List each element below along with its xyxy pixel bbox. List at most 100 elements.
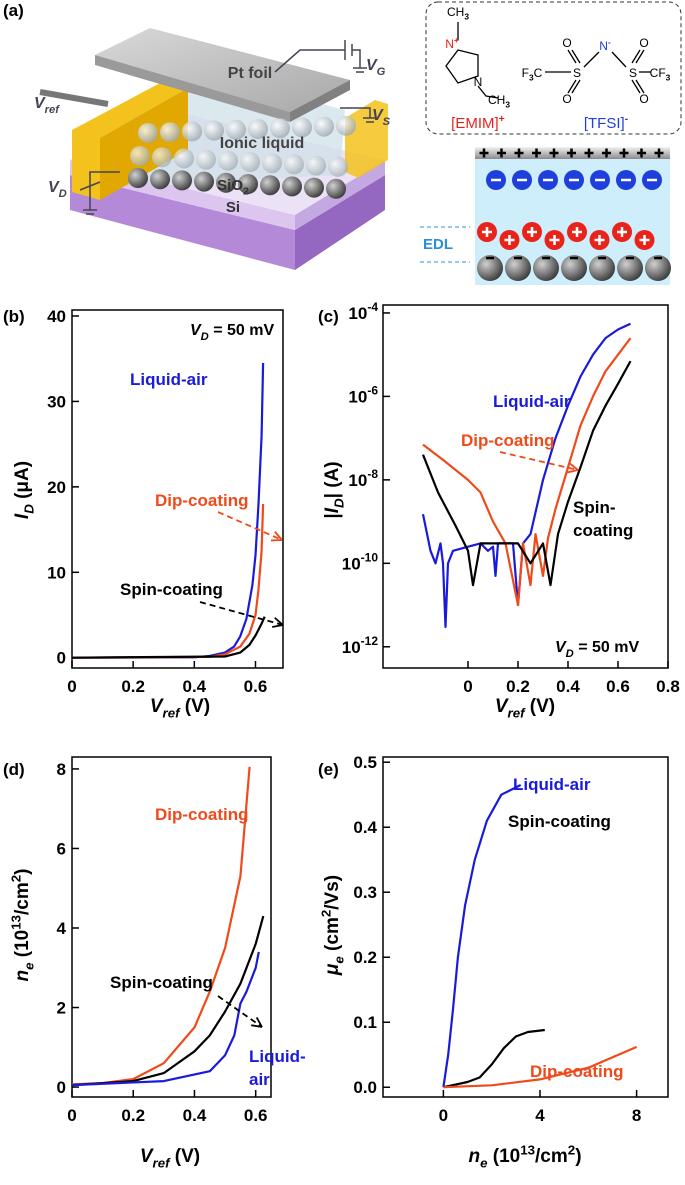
arrow <box>217 995 263 1028</box>
x-tick-label: 0.2 <box>121 1106 145 1125</box>
liquid-sphere <box>292 117 312 138</box>
series-line <box>71 951 260 1087</box>
atom-label-part: N <box>445 37 454 51</box>
y-axis-label-part: | (A) <box>322 461 343 498</box>
atom-label: N <box>474 75 483 89</box>
annotation-part: V <box>555 639 567 656</box>
series-line <box>421 360 632 587</box>
series-line <box>443 1045 638 1089</box>
y-tick-label: 0.5 <box>353 753 377 772</box>
x-tick-label: 0.6 <box>606 677 630 696</box>
y-tick-exp: -12 <box>361 634 379 648</box>
atom-label-part: O <box>639 92 648 106</box>
liquid-sphere <box>284 154 304 175</box>
x-tick-label: 0 <box>67 1106 76 1125</box>
plot-frame <box>71 309 284 669</box>
y-axis-label: ID (μA) <box>12 461 37 519</box>
x-axis-label-part: 13 <box>520 1142 535 1157</box>
y-tick-label: 10-10 <box>342 550 379 573</box>
sphere <box>326 178 346 199</box>
y-axis-label-part: e <box>332 956 347 964</box>
vs-label: VS <box>372 107 391 128</box>
sphere <box>172 170 192 191</box>
x-axis-label-part: V <box>140 1146 154 1167</box>
atom-label: O <box>562 92 571 106</box>
panel-label: (b) <box>3 307 25 326</box>
x-axis-label: Vref (V) <box>140 1146 200 1171</box>
cation-label-part: [EMIM] <box>451 115 499 132</box>
annotation-part: D <box>566 648 574 660</box>
series-line <box>443 1028 545 1089</box>
atom-label: S <box>573 66 581 80</box>
atom-label: F3C <box>522 66 543 83</box>
series-line <box>422 337 632 607</box>
y-axis-label-part: (10 <box>12 930 33 963</box>
atom-label-part: S <box>573 66 581 80</box>
panel-label: (d) <box>3 760 25 779</box>
atom-label-part: C <box>534 66 543 80</box>
atom-label: CH3 <box>488 93 510 110</box>
atom-label: O <box>639 36 648 50</box>
series-line <box>421 322 631 628</box>
arrow-head <box>568 462 579 471</box>
atom-label-part: CH <box>447 5 464 19</box>
series-label: Dip-coating <box>155 805 249 824</box>
liquid-sphere <box>306 155 326 176</box>
edl-label: EDL <box>423 236 453 253</box>
y-tick-base: 10 <box>342 554 361 573</box>
series-line <box>71 362 265 659</box>
atom-label-part: F <box>522 66 529 80</box>
x-tick-label: 0 <box>463 677 472 696</box>
x-axis-label-part: ) <box>575 1146 581 1167</box>
atom-label-part: 3 <box>464 12 469 22</box>
electrode-sphere <box>561 255 587 281</box>
x-tick-label: 0.4 <box>183 1106 207 1125</box>
y-tick-exp: -4 <box>367 300 378 314</box>
atom-label-part: + <box>454 35 459 45</box>
y-tick-label: 40 <box>47 307 66 326</box>
series-label-line: air <box>249 1070 270 1089</box>
liquid-sphere <box>328 156 348 177</box>
y-axis-label: ne (1013/cm2) <box>8 868 36 981</box>
atom-label: O <box>562 36 571 50</box>
x-tick-label: 0.6 <box>244 1106 268 1125</box>
y-axis-label-part: D <box>22 504 37 514</box>
plot-frame <box>71 756 272 1098</box>
y-tick-label: 0.2 <box>353 948 377 967</box>
y-tick-base: 10 <box>348 471 367 490</box>
series-label-line: Spin- <box>573 498 616 517</box>
annotation-part: = 50 mV <box>209 322 275 339</box>
y-axis-label-part: (cm <box>322 917 343 956</box>
x-axis-label-part: (V) <box>180 696 211 717</box>
x-axis-label-part: n <box>468 1146 480 1167</box>
cation-label-part: + <box>499 113 505 125</box>
x-axis-label-part: (10 <box>487 1146 520 1167</box>
liquid-sphere <box>262 153 282 174</box>
sio2-label-part: 2 <box>243 186 249 198</box>
y-axis-label-part: ) <box>12 868 33 874</box>
plot-frame <box>382 756 669 1098</box>
series-label: Dip-coating <box>530 1062 624 1081</box>
annotation-part: V <box>190 322 202 339</box>
series-label: Spin-coating <box>120 580 223 599</box>
molecule-panel <box>425 1 682 135</box>
series-line <box>71 915 265 1087</box>
sio2-label: SiO2 <box>217 177 249 198</box>
anion-label-part: - <box>625 113 629 125</box>
atom-label: CF3 <box>650 66 671 83</box>
liquid-sphere <box>160 122 180 143</box>
cation-label: [EMIM]+ <box>451 113 505 132</box>
x-tick-label: 0 <box>67 677 76 696</box>
series-label: Dip-coating <box>461 431 555 450</box>
series-label: Spin-coating <box>110 973 213 992</box>
anion-label: [TFSI]- <box>584 113 629 132</box>
panel-label: (c) <box>318 307 339 326</box>
arrow-head <box>274 617 284 626</box>
atom-label: N+ <box>445 35 459 51</box>
annotation: VD = 50 mV <box>555 639 639 660</box>
electrode-sphere <box>477 255 503 281</box>
liquid-sphere <box>130 146 150 166</box>
electrode-sphere <box>533 255 559 281</box>
vd-label-part: D <box>59 188 67 200</box>
